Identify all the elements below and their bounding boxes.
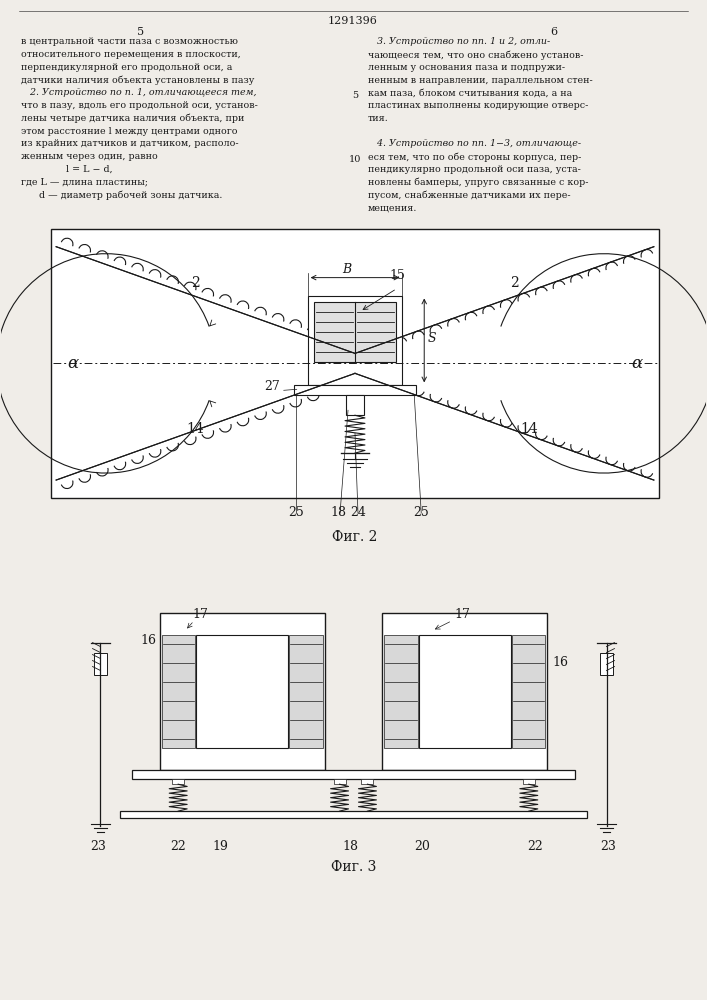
Text: кам паза, блоком считывания кода, а на: кам паза, блоком считывания кода, а на bbox=[368, 88, 572, 97]
Bar bbox=[293, 385, 416, 395]
Text: 22: 22 bbox=[527, 840, 543, 853]
Bar bbox=[93, 653, 107, 675]
Text: 5: 5 bbox=[352, 91, 358, 100]
Text: 2: 2 bbox=[192, 276, 200, 290]
Bar bbox=[120, 811, 587, 818]
Text: 19: 19 bbox=[212, 840, 228, 853]
Text: Фиг. 3: Фиг. 3 bbox=[331, 860, 376, 874]
Text: тия.: тия. bbox=[368, 114, 389, 123]
Bar bbox=[334, 779, 346, 784]
Text: 16: 16 bbox=[553, 656, 568, 669]
Text: где L — длина пластины;: где L — длина пластины; bbox=[21, 178, 148, 187]
Text: 5: 5 bbox=[137, 27, 144, 37]
Text: женным через один, равно: женным через один, равно bbox=[21, 152, 158, 161]
Bar bbox=[361, 779, 373, 784]
Text: пусом, снабженные датчиками их пере-: пусом, снабженные датчиками их пере- bbox=[368, 190, 571, 200]
Bar bbox=[314, 302, 397, 362]
Bar bbox=[160, 613, 325, 770]
Bar bbox=[197, 635, 288, 748]
Bar bbox=[600, 653, 614, 675]
Bar bbox=[51, 229, 659, 498]
Bar bbox=[523, 779, 534, 784]
Bar bbox=[162, 635, 195, 748]
Bar bbox=[385, 635, 418, 748]
Text: относительного перемещения в плоскости,: относительного перемещения в плоскости, bbox=[21, 50, 241, 59]
Text: этом расстояние l между центрами одного: этом расстояние l между центрами одного bbox=[21, 127, 238, 136]
Text: перпендикулярной его продольной оси, а: перпендикулярной его продольной оси, а bbox=[21, 63, 233, 72]
Text: 20: 20 bbox=[414, 840, 430, 853]
Text: еся тем, что по обе стороны корпуса, пер-: еся тем, что по обе стороны корпуса, пер… bbox=[368, 152, 581, 162]
Text: 22: 22 bbox=[170, 840, 186, 853]
Text: лены четыре датчика наличия объекта, при: лены четыре датчика наличия объекта, при bbox=[21, 114, 245, 123]
Text: 6: 6 bbox=[551, 27, 558, 37]
Bar bbox=[512, 635, 545, 748]
Text: новлены бамперы, упруго связанные с кор-: новлены бамперы, упруго связанные с кор- bbox=[368, 178, 588, 187]
Text: 24: 24 bbox=[350, 506, 366, 519]
Text: 17: 17 bbox=[454, 608, 470, 621]
Text: из крайних датчиков и датчиком, располо-: из крайних датчиков и датчиком, располо- bbox=[21, 139, 239, 148]
Text: мещения.: мещения. bbox=[368, 203, 417, 212]
Text: d — диаметр рабочей зоны датчика.: d — диаметр рабочей зоны датчика. bbox=[21, 190, 223, 200]
Text: α: α bbox=[631, 355, 643, 372]
Text: B: B bbox=[342, 263, 351, 276]
Text: 14: 14 bbox=[187, 422, 204, 436]
Text: 23: 23 bbox=[90, 840, 107, 853]
Text: 16: 16 bbox=[140, 634, 156, 647]
Text: датчики наличия объекта установлены в пазу: датчики наличия объекта установлены в па… bbox=[21, 76, 255, 85]
Bar bbox=[308, 296, 402, 385]
Text: 25: 25 bbox=[288, 506, 303, 519]
Text: α: α bbox=[67, 355, 78, 372]
Text: ненным в направлении, параллельном стен-: ненным в направлении, параллельном стен- bbox=[368, 76, 592, 85]
Text: в центральной части паза с возможностью: в центральной части паза с возможностью bbox=[21, 37, 238, 46]
Text: 23: 23 bbox=[600, 840, 617, 853]
Text: что в пазу, вдоль его продольной оси, установ-: что в пазу, вдоль его продольной оси, ус… bbox=[21, 101, 258, 110]
Bar bbox=[346, 395, 364, 415]
Text: 4. Устройство по пп. 1−3, отличающе-: 4. Устройство по пп. 1−3, отличающе- bbox=[368, 139, 581, 148]
Text: 2: 2 bbox=[510, 276, 519, 290]
Bar bbox=[132, 770, 575, 779]
Text: 2. Устройство по п. 1, отличающееся тем,: 2. Устройство по п. 1, отличающееся тем, bbox=[21, 88, 257, 97]
Text: 27: 27 bbox=[264, 380, 280, 393]
Bar bbox=[289, 635, 322, 748]
Text: 3. Устройство по пп. 1 и 2, отли-: 3. Устройство по пп. 1 и 2, отли- bbox=[368, 37, 550, 46]
Text: 14: 14 bbox=[520, 422, 538, 436]
Bar bbox=[382, 613, 547, 770]
Text: пластинах выполнены кодирующие отверс-: пластинах выполнены кодирующие отверс- bbox=[368, 101, 588, 110]
Text: чающееся тем, что оно снабжено установ-: чающееся тем, что оно снабжено установ- bbox=[368, 50, 583, 60]
Text: пендикулярно продольной оси паза, уста-: пендикулярно продольной оси паза, уста- bbox=[368, 165, 581, 174]
Text: 17: 17 bbox=[192, 608, 208, 621]
Text: 10: 10 bbox=[349, 155, 361, 164]
Bar bbox=[419, 635, 510, 748]
Text: Фиг. 2: Фиг. 2 bbox=[332, 530, 378, 544]
Text: 1291396: 1291396 bbox=[328, 16, 378, 26]
Text: l = L − d,: l = L − d, bbox=[21, 165, 113, 174]
Text: S: S bbox=[428, 332, 436, 345]
Text: 18: 18 bbox=[342, 840, 358, 853]
Text: ленным у основания паза и подпружи-: ленным у основания паза и подпружи- bbox=[368, 63, 565, 72]
Text: 15: 15 bbox=[390, 269, 406, 282]
Text: 18: 18 bbox=[330, 506, 346, 519]
Bar bbox=[173, 779, 184, 784]
Text: 25: 25 bbox=[414, 506, 429, 519]
